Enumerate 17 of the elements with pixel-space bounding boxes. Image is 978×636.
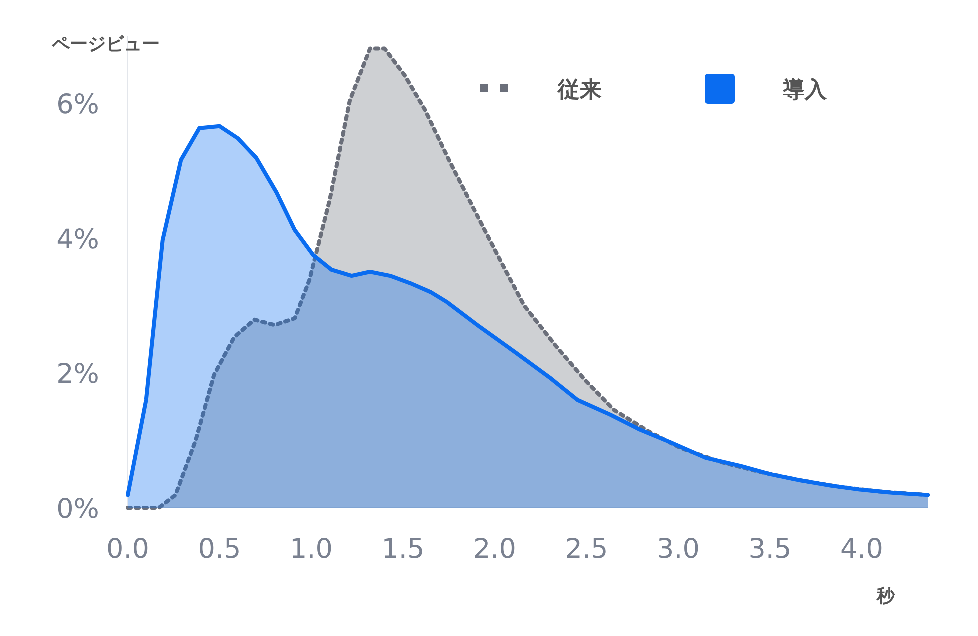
y-tick-label: 4% (56, 224, 100, 256)
y-tick-label: 2% (56, 359, 100, 390)
x-tick-label: 2.0 (473, 534, 516, 565)
legend-label: 従来 (557, 78, 602, 103)
x-tick-label: 0.0 (106, 534, 150, 565)
x-axis-title: 秒 (876, 586, 896, 607)
x-tick-label: 4.0 (840, 534, 884, 565)
y-tick-label: 0% (56, 494, 100, 525)
x-tick-label: 0.5 (198, 534, 242, 565)
y-axis-title: ページビュー (51, 34, 160, 55)
x-tick-label: 3.5 (748, 534, 792, 565)
x-tick-label: 1.5 (382, 534, 425, 565)
x-tick-label: 3.0 (656, 534, 700, 565)
x-tick-label: 2.5 (565, 534, 608, 565)
x-tick-label: 1.0 (290, 534, 333, 565)
legend-label: 導入 (782, 77, 828, 103)
y-tick-label: 6% (56, 89, 100, 120)
